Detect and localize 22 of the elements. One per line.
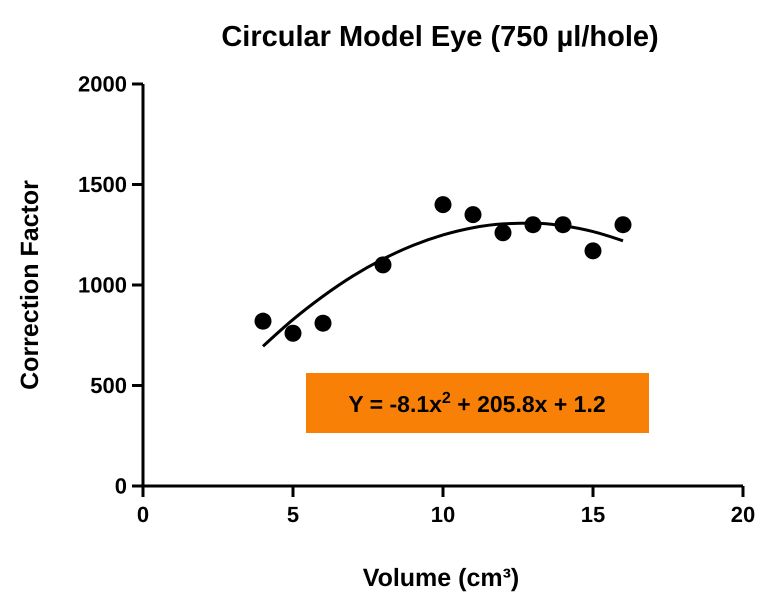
- y-tick-label: 1000: [78, 272, 127, 298]
- point: [584, 242, 602, 260]
- point: [614, 216, 632, 234]
- y-tick-label: 0: [114, 474, 127, 499]
- annotation: Y = -8.1x$^{2}$ + 205.8x + 1.2: [348, 389, 606, 417]
- x-tick-label: 20: [730, 502, 756, 527]
- x-tick-label: 10: [430, 502, 456, 527]
- point: [254, 312, 272, 330]
- x-tick-label: 0: [136, 502, 150, 527]
- point: [434, 196, 452, 214]
- y-tick-label: 500: [90, 373, 127, 398]
- y-tick-label: 1500: [78, 172, 127, 198]
- x-tick-label: 15: [580, 502, 606, 527]
- y-tick-label: 2000: [78, 72, 127, 97]
- point: [494, 224, 512, 242]
- x-axis-title: Volume (cm³): [362, 564, 520, 592]
- chart-title: Circular Model Eye (750 µl/hole): [221, 21, 659, 53]
- point: [464, 206, 482, 224]
- x-tick-label: 5: [286, 502, 300, 527]
- point: [314, 314, 332, 332]
- point: [284, 324, 302, 342]
- y-axis-title: Correction Factor: [16, 180, 44, 390]
